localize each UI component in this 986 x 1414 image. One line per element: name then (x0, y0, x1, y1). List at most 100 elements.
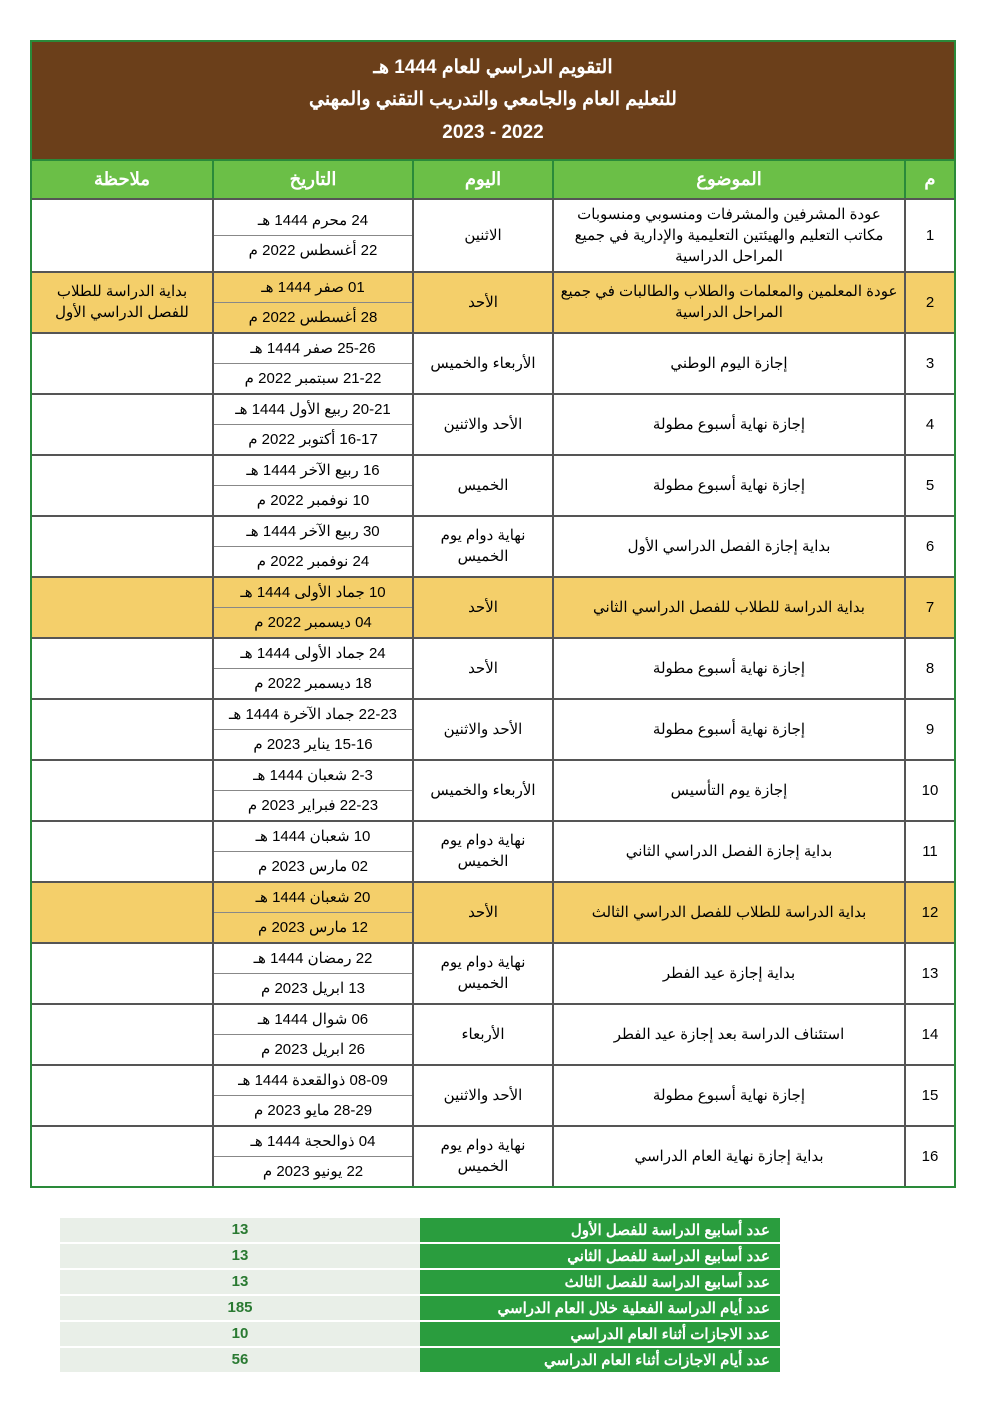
row-subject: إجازة نهاية أسبوع مطولة (552, 639, 904, 698)
header-subject: الموضوع (552, 161, 904, 198)
table-row: 10إجازة يوم التأسيسالأربعاء والخميس2-3 ش… (32, 759, 954, 820)
row-date: 25-26 صفر 1444 هـ21-22 سبتمبر 2022 م (212, 334, 412, 393)
row-subject: إجازة نهاية أسبوع مطولة (552, 700, 904, 759)
table-row: 6بداية إجازة الفصل الدراسي الأولنهاية دو… (32, 515, 954, 576)
row-date-gregorian: 13 ابريل 2023 م (214, 973, 412, 1003)
row-date-gregorian: 26 ابريل 2023 م (214, 1034, 412, 1064)
row-date: 16 ربيع الآخر 1444 هـ10 نوفمبر 2022 م (212, 456, 412, 515)
table-row: 4إجازة نهاية أسبوع مطولةالأحد والاثنين20… (32, 393, 954, 454)
summary-label: عدد أسابيع الدراسة للفصل الثالث (420, 1270, 780, 1294)
row-day: نهاية دوام يوم الخميس (412, 822, 552, 881)
row-date: 22 رمضان 1444 هـ13 ابريل 2023 م (212, 944, 412, 1003)
row-day: الأحد (412, 578, 552, 637)
row-subject: عودة المعلمين والمعلمات والطلاب والطالبا… (552, 273, 904, 332)
row-date: 01 صفر 1444 هـ28 أغسطس 2022 م (212, 273, 412, 332)
row-note (32, 822, 212, 881)
row-subject: إجازة نهاية أسبوع مطولة (552, 1066, 904, 1125)
row-date: 04 ذوالحجة 1444 هـ22 يونيو 2023 م (212, 1127, 412, 1186)
title-block: التقويم الدراسي للعام 1444 هـ للتعليم ال… (32, 42, 954, 159)
row-date-hijri: 01 صفر 1444 هـ (214, 273, 412, 302)
row-date-gregorian: 15-16 يناير 2023 م (214, 729, 412, 759)
summary-value: 13 (60, 1244, 420, 1268)
row-index: 3 (904, 334, 954, 393)
row-index: 6 (904, 517, 954, 576)
row-date-hijri: 20-21 ربيع الأول 1444 هـ (214, 395, 412, 424)
row-day: الأربعاء والخميس (412, 334, 552, 393)
table-row: 14استئناف الدراسة بعد إجازة عيد الفطرالأ… (32, 1003, 954, 1064)
row-date: 2-3 شعبان 1444 هـ22-23 فبراير 2023 م (212, 761, 412, 820)
table-row: 8إجازة نهاية أسبوع مطولةالأحد24 جماد الأ… (32, 637, 954, 698)
table-row: 11بداية إجازة الفصل الدراسي الثانينهاية … (32, 820, 954, 881)
row-date-gregorian: 16-17 أكتوبر 2022 م (214, 424, 412, 454)
row-date-hijri: 06 شوال 1444 هـ (214, 1005, 412, 1034)
row-subject: إجازة اليوم الوطني (552, 334, 904, 393)
row-date-hijri: 22-23 جماد الآخرة 1444 هـ (214, 700, 412, 729)
row-note (32, 883, 212, 942)
row-date-hijri: 24 محرم 1444 هـ (214, 206, 412, 235)
row-note (32, 395, 212, 454)
row-subject: بداية إجازة الفصل الدراسي الأول (552, 517, 904, 576)
row-index: 11 (904, 822, 954, 881)
row-index: 9 (904, 700, 954, 759)
row-date-gregorian: 18 ديسمبر 2022 م (214, 668, 412, 698)
row-day: نهاية دوام يوم الخميس (412, 517, 552, 576)
row-day: الأحد والاثنين (412, 395, 552, 454)
header-note: ملاحظة (32, 161, 212, 198)
summary-label: عدد أسابيع الدراسة للفصل الأول (420, 1218, 780, 1242)
row-date: 06 شوال 1444 هـ26 ابريل 2023 م (212, 1005, 412, 1064)
row-note (32, 639, 212, 698)
row-date-hijri: 24 جماد الأولى 1444 هـ (214, 639, 412, 668)
row-index: 12 (904, 883, 954, 942)
row-date: 10 جماد الأولى 1444 هـ04 ديسمبر 2022 م (212, 578, 412, 637)
row-date-gregorian: 02 مارس 2023 م (214, 851, 412, 881)
summary-row: عدد أيام الدراسة الفعلية خلال العام الدر… (60, 1296, 780, 1320)
row-note: بداية الدراسة للطلاب للفصل الدراسي الأول (32, 273, 212, 332)
row-day: الخميس (412, 456, 552, 515)
row-note (32, 517, 212, 576)
row-date-hijri: 22 رمضان 1444 هـ (214, 944, 412, 973)
row-date: 20-21 ربيع الأول 1444 هـ16-17 أكتوبر 202… (212, 395, 412, 454)
row-date-hijri: 10 جماد الأولى 1444 هـ (214, 578, 412, 607)
table-row: 13بداية إجازة عيد الفطرنهاية دوام يوم ال… (32, 942, 954, 1003)
table-row: 15إجازة نهاية أسبوع مطولةالأحد والاثنين0… (32, 1064, 954, 1125)
row-day: نهاية دوام يوم الخميس (412, 1127, 552, 1186)
row-note (32, 1066, 212, 1125)
row-day: الأحد (412, 639, 552, 698)
row-index: 8 (904, 639, 954, 698)
header-idx: م (904, 161, 954, 198)
table-row: 5إجازة نهاية أسبوع مطولةالخميس16 ربيع ال… (32, 454, 954, 515)
summary-row: عدد أسابيع الدراسة للفصل الثالث13 (60, 1270, 780, 1294)
summary-value: 10 (60, 1322, 420, 1346)
summary-value: 56 (60, 1348, 420, 1372)
row-index: 5 (904, 456, 954, 515)
row-date-gregorian: 21-22 سبتمبر 2022 م (214, 363, 412, 393)
row-date: 10 شعبان 1444 هـ02 مارس 2023 م (212, 822, 412, 881)
row-date-hijri: 10 شعبان 1444 هـ (214, 822, 412, 851)
row-date-hijri: 30 ربيع الآخر 1444 هـ (214, 517, 412, 546)
table-row: 16بداية إجازة نهاية العام الدراسينهاية د… (32, 1125, 954, 1186)
row-index: 15 (904, 1066, 954, 1125)
row-subject: بداية إجازة نهاية العام الدراسي (552, 1127, 904, 1186)
summary-row: عدد أيام الاجازات أثناء العام الدراسي56 (60, 1348, 780, 1372)
row-subject: بداية إجازة عيد الفطر (552, 944, 904, 1003)
table-row: 2عودة المعلمين والمعلمات والطلاب والطالب… (32, 271, 954, 332)
summary-value: 13 (60, 1218, 420, 1242)
row-note (32, 700, 212, 759)
row-day: الأربعاء والخميس (412, 761, 552, 820)
summary-row: عدد أسابيع الدراسة للفصل الأول13 (60, 1218, 780, 1242)
row-index: 16 (904, 1127, 954, 1186)
summary-row: عدد الاجازات أثناء العام الدراسي10 (60, 1322, 780, 1346)
calendar-table: التقويم الدراسي للعام 1444 هـ للتعليم ال… (30, 40, 956, 1188)
row-note (32, 200, 212, 271)
row-date-gregorian: 22 أغسطس 2022 م (214, 235, 412, 265)
row-date: 20 شعبان 1444 هـ12 مارس 2023 م (212, 883, 412, 942)
row-note (32, 578, 212, 637)
row-day: الاثنين (412, 200, 552, 271)
title-line-3: 2022 - 2023 (40, 117, 946, 149)
row-day: نهاية دوام يوم الخميس (412, 944, 552, 1003)
row-subject: إجازة نهاية أسبوع مطولة (552, 395, 904, 454)
summary-value: 13 (60, 1270, 420, 1294)
table-row: 9إجازة نهاية أسبوع مطولةالأحد والاثنين22… (32, 698, 954, 759)
row-index: 1 (904, 200, 954, 271)
row-index: 2 (904, 273, 954, 332)
